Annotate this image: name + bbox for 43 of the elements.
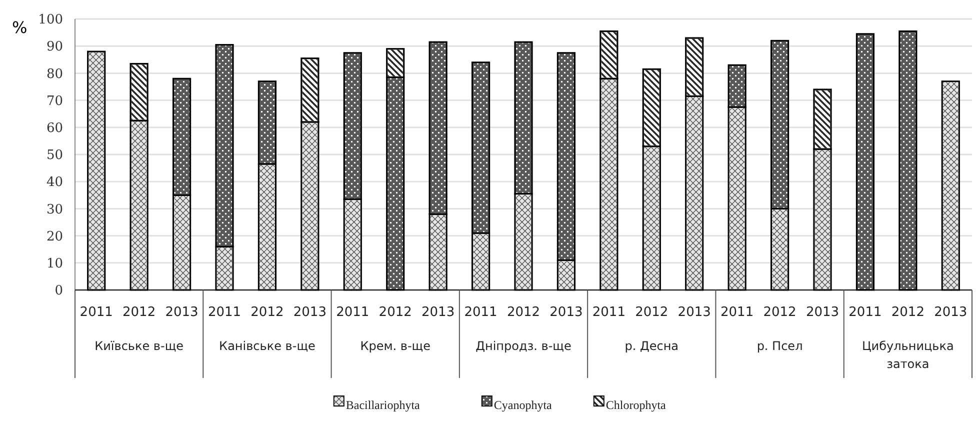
text: р. Псел bbox=[756, 339, 803, 353]
y-axis-title: % bbox=[12, 18, 28, 37]
y-tick-label: 80 bbox=[46, 66, 63, 82]
y-tick-label: 100 bbox=[38, 12, 63, 28]
legend-label: Chlorophyta bbox=[606, 398, 667, 412]
x-tick-label: 2011 bbox=[336, 305, 370, 320]
y-tick-label: 30 bbox=[46, 202, 63, 218]
legend-label: Cyanophyta bbox=[494, 398, 553, 412]
x-tick-label: 2011 bbox=[80, 305, 113, 320]
x-tick-label: 2011 bbox=[208, 305, 242, 320]
x-tick-label: 2011 bbox=[848, 305, 882, 320]
x-tick-label: 2013 bbox=[550, 305, 583, 320]
x-tick-label: 2012 bbox=[122, 305, 156, 320]
y-tick-label: 70 bbox=[46, 94, 63, 109]
x-tick-label: 2013 bbox=[293, 305, 326, 320]
y-tick-label: 10 bbox=[46, 256, 63, 272]
y-tick-label: 0 bbox=[54, 284, 63, 299]
x-tick-label: 2011 bbox=[720, 305, 754, 320]
x-tick-label: 2011 bbox=[592, 305, 626, 320]
text: Дніпродз. в-ще bbox=[476, 339, 572, 353]
x-tick-label: 2012 bbox=[506, 305, 540, 320]
x-tick-label: 2012 bbox=[763, 305, 796, 320]
x-tick-label: 2013 bbox=[165, 305, 198, 320]
text: Крем. в-ще bbox=[360, 339, 431, 353]
text: Канівське в-ще bbox=[219, 339, 316, 353]
x-tick-label: 2012 bbox=[378, 305, 412, 320]
y-tick-label: 60 bbox=[46, 120, 63, 136]
x-tick-label: 2012 bbox=[250, 305, 284, 320]
y-tick-label: 90 bbox=[46, 40, 63, 55]
y-tick-label: 40 bbox=[46, 175, 63, 190]
y-tick-label: 50 bbox=[46, 148, 63, 164]
x-tick-label: 2011 bbox=[464, 305, 498, 320]
x-tick-label: 2013 bbox=[806, 305, 840, 320]
x-tick-label: 2013 bbox=[422, 305, 455, 320]
legend-label: Bacillariophyta bbox=[346, 398, 421, 412]
x-tick-label: 2012 bbox=[635, 305, 668, 320]
x-tick-label: 2012 bbox=[891, 305, 924, 320]
text: Цибульницька затока bbox=[862, 339, 954, 371]
x-tick-label: 2013 bbox=[934, 305, 968, 320]
x-tick-label: 2013 bbox=[678, 305, 711, 320]
text: р. Десна bbox=[624, 339, 679, 353]
text: Київське в-ще bbox=[94, 339, 184, 353]
y-tick-label: 20 bbox=[46, 229, 63, 244]
